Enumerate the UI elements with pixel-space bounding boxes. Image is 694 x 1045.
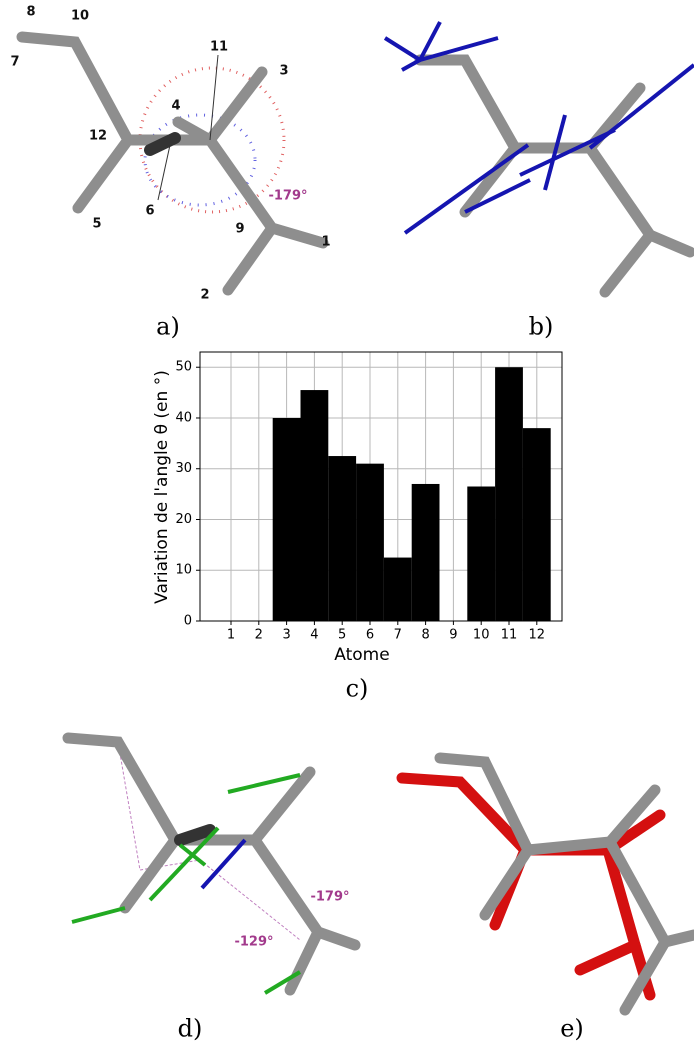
x-tick-label: 9 [449,628,457,643]
atom-label: 11 [210,40,228,55]
angle-label: -179° [310,890,349,905]
x-tick-label: 8 [421,628,429,643]
atom-label: 4 [171,99,180,114]
atom-label: 9 [235,222,244,237]
panel-label: c) [346,675,369,703]
atom-label: 6 [145,204,154,219]
y-axis-label: Variation de l'angle θ (en °) [152,370,172,604]
bar [523,428,551,621]
y-tick-label: 30 [175,461,192,476]
molecule-b [385,22,694,292]
bar [495,367,523,621]
x-tick-label: 12 [529,628,546,643]
panel-label: e) [560,1015,584,1043]
x-tick-label: 4 [310,628,318,643]
y-tick-label: 40 [175,410,192,425]
atom-label: 2 [200,288,209,303]
atom-label: 5 [92,217,101,232]
atom-label: 8 [26,5,35,20]
panel-label: d) [178,1015,203,1043]
bar [356,464,384,621]
x-tick-label: 11 [501,628,518,643]
atom-label: 7 [10,55,19,70]
molecule-e [402,758,694,1010]
y-tick-label: 10 [175,563,192,578]
atom-label: 10 [71,9,89,24]
y-tick-label: 20 [175,512,192,527]
x-tick-label: 7 [394,628,402,643]
x-tick-label: 3 [282,628,290,643]
x-tick-label: 1 [227,628,235,643]
bar [467,487,495,622]
panel-label: a) [156,313,180,341]
x-tick-label: 6 [366,628,374,643]
panel-label: b) [529,313,554,341]
x-tick-label: 10 [473,628,490,643]
molecule-a [22,37,323,290]
x-axis-label: Atome [334,645,389,665]
x-tick-label: 5 [338,628,346,643]
y-tick-label: 0 [184,614,192,629]
atom-label: 3 [279,64,288,79]
bar [384,558,412,621]
bar [328,456,356,621]
atom-label: 1 [321,235,330,250]
x-tick-label: 2 [255,628,263,643]
y-tick-label: 50 [175,360,192,375]
molecule-d [68,738,355,993]
figure: 8 10 7 11 3 4 12 6 5 9 1 2 -179° a) b) 0… [0,0,694,1045]
angle-label: -129° [234,935,273,950]
bar [301,390,329,621]
bar [273,418,301,621]
bar [412,484,440,621]
atom-label: 12 [89,129,107,144]
angle-label: -179° [268,189,307,204]
